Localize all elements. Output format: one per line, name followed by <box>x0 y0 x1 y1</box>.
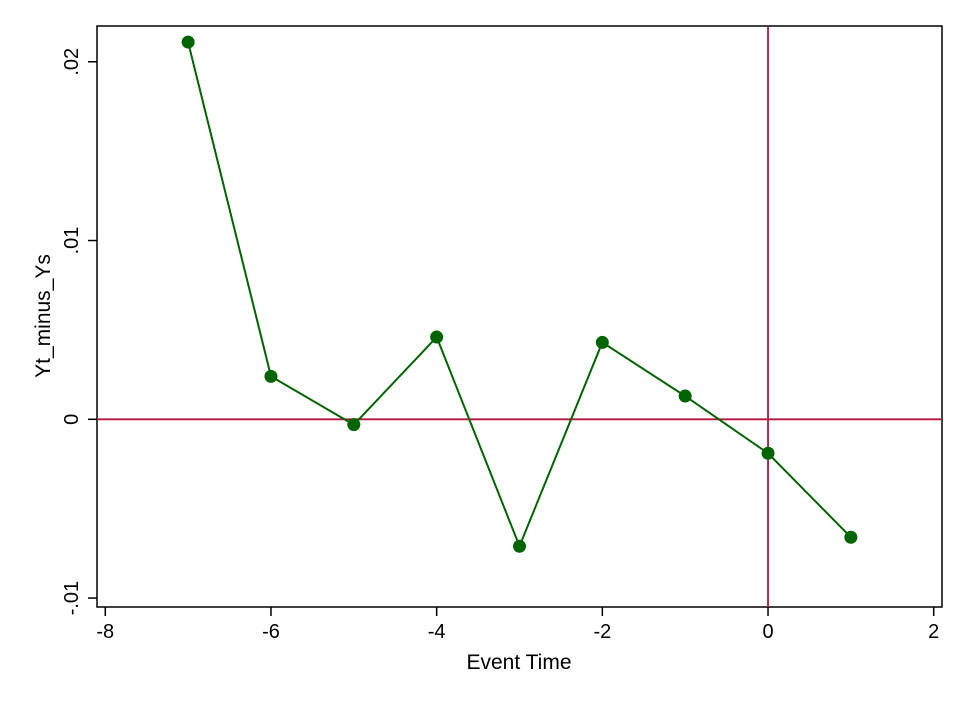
data-point <box>678 389 692 403</box>
data-point <box>347 418 361 432</box>
x-tick-label: 2 <box>928 621 939 643</box>
plot-frame <box>96 25 943 608</box>
series-line <box>187 41 852 549</box>
x-tick-label: -4 <box>428 621 446 643</box>
x-axis-label: Event Time <box>466 651 571 674</box>
data-point <box>264 369 278 383</box>
x-tick-label: -8 <box>96 621 114 643</box>
data-point <box>181 35 195 49</box>
y-tick-label: -.01 <box>61 581 83 615</box>
x-tick-label: 0 <box>762 621 773 643</box>
y-tick-label: .02 <box>61 48 83 76</box>
y-axis-label: Yt_minus_Ys <box>32 254 55 378</box>
data-point <box>430 330 444 344</box>
data-point <box>595 335 609 349</box>
y-tick-label: 0 <box>61 414 83 425</box>
data-point <box>844 530 858 544</box>
x-tick-label: -6 <box>262 621 280 643</box>
data-point <box>513 539 526 553</box>
data-point <box>761 446 775 460</box>
x-tick-label: -2 <box>593 621 611 643</box>
y-tick-label: .01 <box>61 227 83 255</box>
